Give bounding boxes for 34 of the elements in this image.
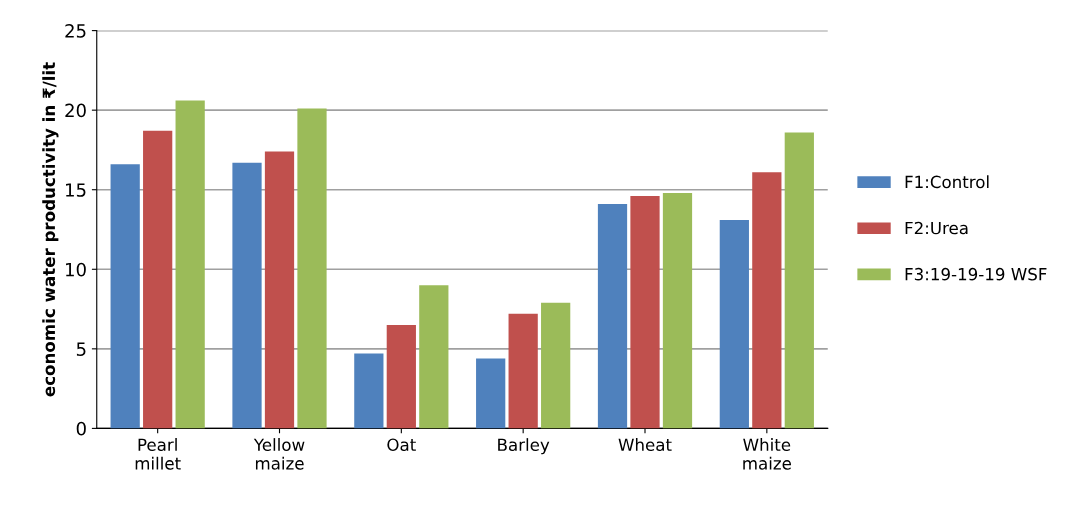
bar bbox=[110, 164, 140, 429]
bar bbox=[719, 219, 749, 429]
bar bbox=[541, 302, 571, 429]
bar bbox=[508, 313, 538, 429]
legend-label: F3:19-19-19 WSF bbox=[905, 267, 1047, 281]
x-tick-label: Pearl millet bbox=[135, 438, 181, 470]
bar bbox=[354, 353, 384, 429]
bar bbox=[419, 285, 449, 429]
x-tick-label: White maize bbox=[743, 438, 791, 470]
y-tick-label: 15 bbox=[66, 183, 86, 197]
y-tick-label: 10 bbox=[66, 262, 86, 277]
bar bbox=[175, 100, 205, 429]
bar bbox=[784, 132, 814, 429]
bar bbox=[264, 151, 295, 429]
bar bbox=[297, 108, 327, 429]
bar bbox=[630, 196, 660, 429]
y-tick-label: 5 bbox=[76, 342, 86, 356]
x-tick-label: Wheat bbox=[618, 438, 672, 452]
y-tick-label: 25 bbox=[65, 24, 86, 38]
bar bbox=[232, 162, 262, 429]
bar bbox=[386, 324, 416, 429]
legend-label: F2:Urea bbox=[905, 221, 968, 235]
x-tick-label: Oat bbox=[387, 438, 416, 452]
legend-label: F1:Control bbox=[905, 175, 989, 189]
y-tick-label: 0 bbox=[76, 421, 86, 436]
bar bbox=[752, 172, 782, 429]
y-tick-label: 20 bbox=[65, 103, 86, 118]
bar bbox=[476, 358, 506, 429]
x-tick-label: Yellow maize bbox=[253, 438, 305, 470]
bar bbox=[662, 192, 693, 429]
x-tick-label: Barley bbox=[498, 438, 550, 455]
bar bbox=[597, 204, 628, 429]
y-axis-title: economic water productivity in ₹/lit bbox=[42, 62, 59, 397]
bar bbox=[143, 130, 173, 429]
